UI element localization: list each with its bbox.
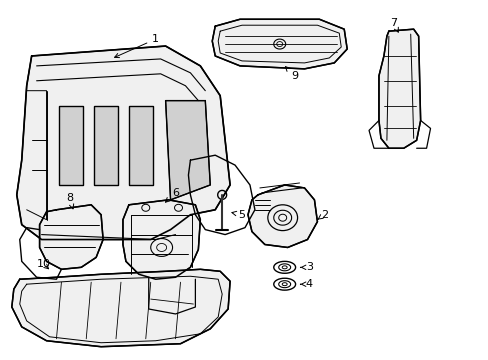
Text: 8: 8 xyxy=(66,193,74,209)
Polygon shape xyxy=(129,105,152,185)
Polygon shape xyxy=(122,200,200,279)
Polygon shape xyxy=(247,185,317,247)
Text: 7: 7 xyxy=(389,18,398,32)
Polygon shape xyxy=(12,269,230,347)
Text: 9: 9 xyxy=(285,67,298,81)
Text: 3: 3 xyxy=(300,262,312,272)
Text: 1: 1 xyxy=(114,34,159,58)
Text: 5: 5 xyxy=(231,210,245,220)
Text: 10: 10 xyxy=(37,259,50,269)
Polygon shape xyxy=(17,46,230,239)
Text: 4: 4 xyxy=(300,279,312,289)
Text: 2: 2 xyxy=(317,210,327,220)
Text: 6: 6 xyxy=(165,188,179,202)
Polygon shape xyxy=(165,100,210,200)
Polygon shape xyxy=(60,105,83,185)
Polygon shape xyxy=(94,105,118,185)
Polygon shape xyxy=(40,205,103,269)
Polygon shape xyxy=(212,19,346,69)
Polygon shape xyxy=(378,29,420,148)
